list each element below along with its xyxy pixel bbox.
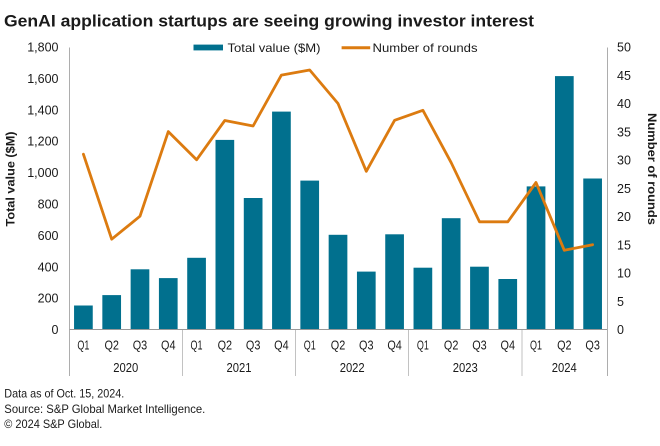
svg-text:400: 400 <box>38 260 59 274</box>
svg-text:Q2: Q2 <box>444 337 459 352</box>
svg-text:2021: 2021 <box>227 361 252 375</box>
svg-text:45: 45 <box>617 69 631 83</box>
svg-text:Q2: Q2 <box>218 337 233 352</box>
svg-text:Total value ($M): Total value ($M) <box>228 41 321 55</box>
svg-text:Q2: Q2 <box>557 337 572 352</box>
svg-text:10: 10 <box>617 267 631 281</box>
svg-text:2024: 2024 <box>552 361 577 375</box>
svg-text:1,800: 1,800 <box>27 41 58 55</box>
svg-text:0: 0 <box>52 323 59 337</box>
svg-text:200: 200 <box>38 292 59 306</box>
svg-text:40: 40 <box>617 97 631 111</box>
svg-text:Number of rounds: Number of rounds <box>645 113 659 225</box>
svg-text:© 2024 S&P Global.: © 2024 S&P Global. <box>4 418 102 431</box>
svg-text:2020: 2020 <box>113 361 138 375</box>
svg-text:Total value ($M): Total value ($M) <box>4 132 18 227</box>
svg-text:Q1: Q1 <box>530 337 542 352</box>
svg-text:Q1: Q1 <box>191 337 203 352</box>
svg-text:Q3: Q3 <box>585 337 600 352</box>
svg-text:600: 600 <box>38 229 59 243</box>
svg-text:25: 25 <box>617 182 631 196</box>
svg-text:Q4: Q4 <box>161 337 176 352</box>
svg-text:Q2: Q2 <box>104 337 119 352</box>
svg-text:GenAI application startups are: GenAI application startups are seeing gr… <box>4 11 534 30</box>
svg-text:1,000: 1,000 <box>27 166 58 180</box>
svg-text:Q3: Q3 <box>472 337 487 352</box>
svg-text:1,600: 1,600 <box>27 72 58 86</box>
svg-text:2023: 2023 <box>453 361 478 375</box>
svg-text:Number of rounds: Number of rounds <box>373 41 478 55</box>
svg-text:5: 5 <box>617 295 624 309</box>
svg-text:0: 0 <box>617 323 624 337</box>
svg-text:Data as of Oct. 15, 2024.: Data as of Oct. 15, 2024. <box>4 387 124 400</box>
svg-text:Q3: Q3 <box>359 337 374 352</box>
svg-text:Q4: Q4 <box>387 337 402 352</box>
svg-text:2022: 2022 <box>340 361 365 375</box>
svg-text:30: 30 <box>617 154 631 168</box>
svg-text:Q1: Q1 <box>417 337 429 352</box>
svg-text:Q4: Q4 <box>274 337 289 352</box>
svg-text:15: 15 <box>617 238 631 252</box>
svg-text:Q1: Q1 <box>304 337 316 352</box>
svg-text:20: 20 <box>617 210 631 224</box>
svg-text:50: 50 <box>617 41 631 55</box>
svg-text:Source: S&P Global Market Inte: Source: S&P Global Market Intelligence. <box>4 403 205 416</box>
svg-text:1,200: 1,200 <box>27 135 58 149</box>
svg-text:Q3: Q3 <box>246 337 261 352</box>
svg-text:35: 35 <box>617 125 631 139</box>
svg-text:Q1: Q1 <box>77 337 89 352</box>
svg-text:800: 800 <box>38 198 59 212</box>
svg-text:Q4: Q4 <box>501 337 516 352</box>
svg-text:1,400: 1,400 <box>27 103 58 117</box>
svg-text:Q2: Q2 <box>331 337 346 352</box>
svg-text:Q3: Q3 <box>133 337 148 352</box>
